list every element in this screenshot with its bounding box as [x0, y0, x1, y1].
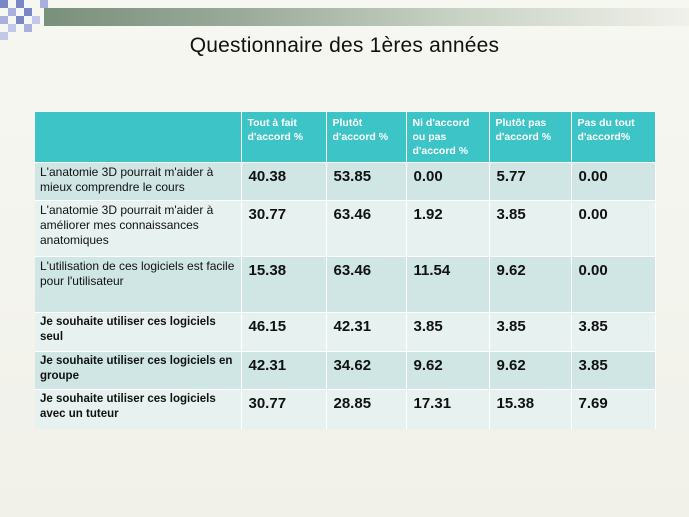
question-cell: Je souhaite utiliser ces logiciels seul: [35, 312, 242, 352]
slide-title: Questionnaire des 1ères années: [189, 34, 500, 57]
value-cell: 0.00: [571, 162, 656, 201]
value-cell: 3.85: [489, 312, 572, 352]
question-cell: L'utilisation de ces logiciels est facil…: [35, 256, 242, 313]
value-cell: 3.85: [571, 351, 656, 390]
value-cell: 15.38: [241, 256, 327, 313]
value-cell: 15.38: [489, 389, 572, 429]
question-cell: Je souhaite utiliser ces logiciels avec …: [35, 389, 242, 429]
value-cell: 53.85: [326, 162, 407, 201]
value-cell: 46.15: [241, 312, 327, 352]
value-cell: 7.69: [571, 389, 656, 429]
value-cell: 34.62: [326, 351, 407, 390]
value-cell: 0.00: [571, 200, 656, 257]
question-cell: Je souhaite utiliser ces logiciels en gr…: [35, 351, 242, 390]
header-plutot-pas: Plutôt pas d'accord %: [489, 112, 572, 163]
decorative-header-bar: [44, 8, 689, 26]
header-ni-accord: Ni d'accord ou pas d'accord %: [406, 112, 490, 163]
table-row: Je souhaite utiliser ces logiciels en gr…: [35, 351, 656, 390]
survey-table: Tout à fait d'accord % Plutôt d'accord %…: [35, 112, 656, 429]
value-cell: 17.31: [406, 389, 490, 429]
value-cell: 63.46: [326, 200, 407, 257]
header-plutot: Plutôt d'accord %: [326, 112, 407, 163]
value-cell: 42.31: [241, 351, 327, 390]
value-cell: 9.62: [489, 256, 572, 313]
value-cell: 3.85: [406, 312, 490, 352]
value-cell: 0.00: [571, 256, 656, 313]
table-row: L'utilisation de ces logiciels est facil…: [35, 256, 656, 313]
value-cell: 30.77: [241, 389, 327, 429]
table-row: L'anatomie 3D pourrait m'aider à amélior…: [35, 200, 656, 257]
value-cell: 0.00: [406, 162, 490, 201]
header-pas-du-tout: Pas du tout d'accord%: [571, 112, 656, 163]
value-cell: 1.92: [406, 200, 490, 257]
value-cell: 63.46: [326, 256, 407, 313]
table-header-row: Tout à fait d'accord % Plutôt d'accord %…: [35, 112, 656, 163]
decorative-checker-pattern: [0, 0, 52, 42]
value-cell: 3.85: [571, 312, 656, 352]
table-row: Je souhaite utiliser ces logiciels seul …: [35, 312, 656, 352]
value-cell: 9.62: [406, 351, 490, 390]
table-row: Je souhaite utiliser ces logiciels avec …: [35, 389, 656, 429]
header-tout-a-fait: Tout à fait d'accord %: [241, 112, 327, 163]
value-cell: 28.85: [326, 389, 407, 429]
header-question: [35, 112, 242, 163]
value-cell: 11.54: [406, 256, 490, 313]
question-cell: L'anatomie 3D pourrait m'aider à amélior…: [35, 200, 242, 257]
value-cell: 40.38: [241, 162, 327, 201]
value-cell: 9.62: [489, 351, 572, 390]
value-cell: 5.77: [489, 162, 572, 201]
question-cell: L'anatomie 3D pourrait m'aider à mieux c…: [35, 162, 242, 201]
value-cell: 42.31: [326, 312, 407, 352]
value-cell: 30.77: [241, 200, 327, 257]
table-row: L'anatomie 3D pourrait m'aider à mieux c…: [35, 162, 656, 201]
value-cell: 3.85: [489, 200, 572, 257]
